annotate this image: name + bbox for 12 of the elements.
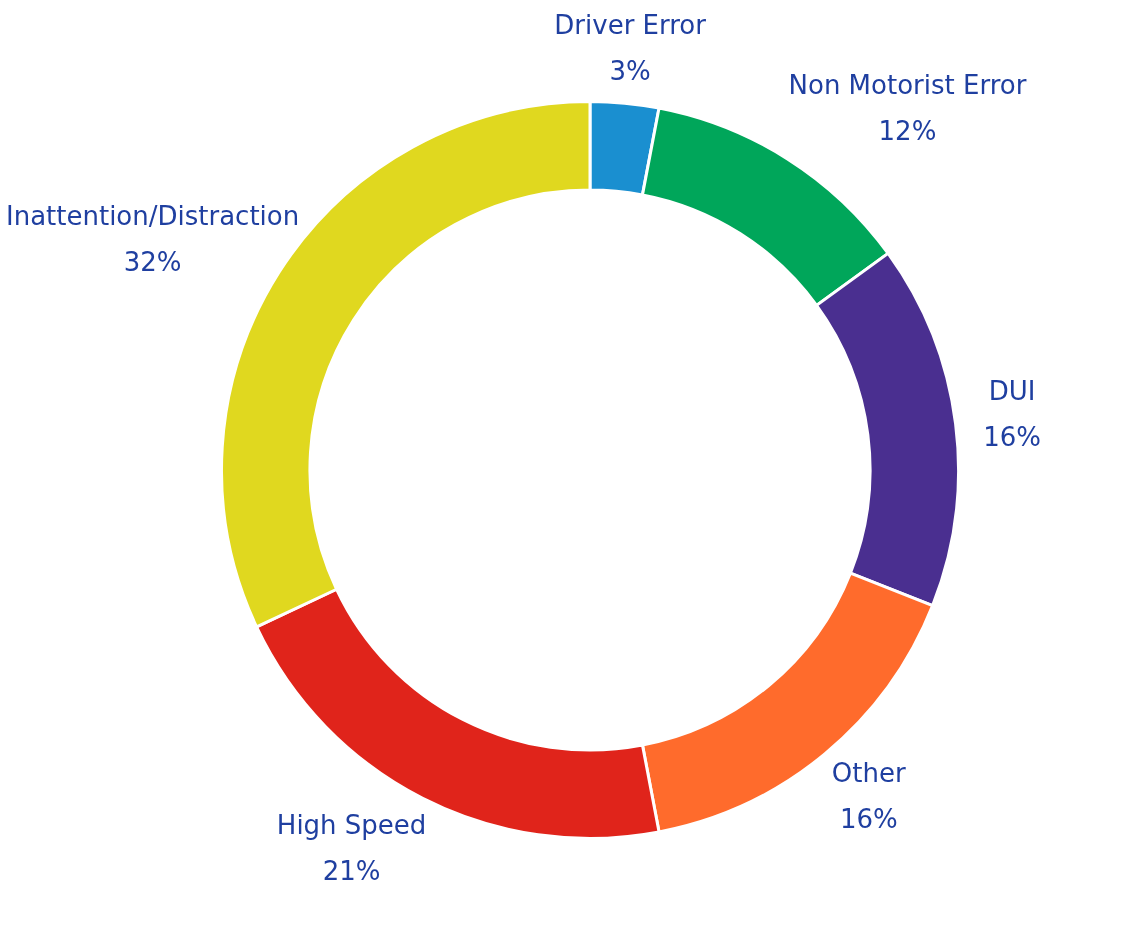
slice-label: Other [831, 758, 906, 789]
data-label: 21% [322, 855, 381, 886]
slice-label: Non Motorist Error [788, 69, 1027, 100]
slice-label: High Speed [276, 809, 427, 840]
data-label: 16% [839, 804, 898, 835]
slice-label: DUI [988, 376, 1036, 407]
data-label: 16% [983, 422, 1041, 453]
data-label: 3% [609, 55, 651, 86]
data-label: 12% [878, 115, 937, 146]
slice-label: Inattention/Distraction [6, 201, 300, 232]
slice-label: Driver Error [554, 9, 707, 40]
data-label: 32% [123, 247, 182, 278]
